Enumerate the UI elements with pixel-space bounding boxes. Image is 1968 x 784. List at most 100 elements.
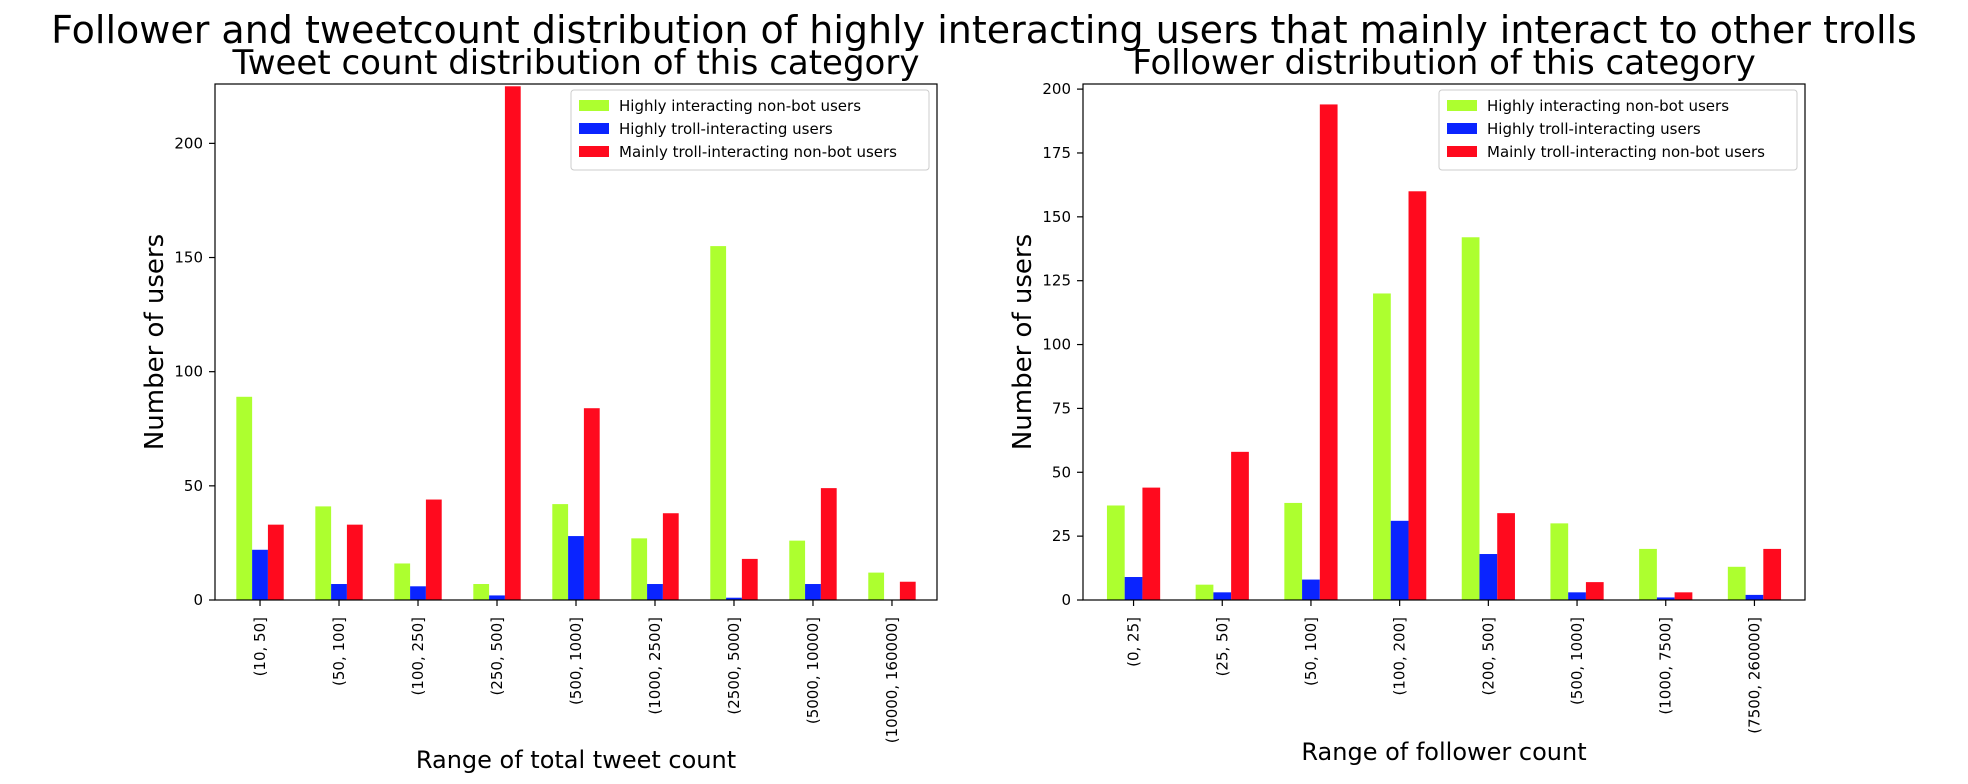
bar-series1-5 bbox=[1461, 237, 1480, 600]
legend-label-1: Highly interacting non-bot users bbox=[1487, 97, 1729, 115]
y-tick-label: 100 bbox=[174, 363, 203, 381]
x-tick-label: (500, 1000] bbox=[1568, 617, 1586, 705]
bar-series1-3 bbox=[394, 563, 411, 600]
bar-series1-1 bbox=[236, 396, 253, 600]
x-tick-label: (0, 25] bbox=[1125, 617, 1143, 667]
x-tick-label: (7500, 260000] bbox=[1745, 617, 1763, 734]
bar-series2-3 bbox=[1302, 579, 1320, 600]
x-axis-label: Range of follower count bbox=[1301, 738, 1586, 766]
legend-swatch-3 bbox=[1447, 146, 1477, 157]
bar-series3-6 bbox=[1585, 582, 1604, 600]
bar-series1-8 bbox=[1727, 566, 1746, 600]
figure-suptitle: Follower and tweetcount distribution of … bbox=[51, 8, 1917, 52]
bar-series3-7 bbox=[741, 558, 758, 600]
bar-series1-8 bbox=[789, 540, 806, 600]
legend-label-3: Mainly troll-interacting non-bot users bbox=[1487, 143, 1765, 161]
x-tick-label: (10000, 160000] bbox=[883, 617, 901, 743]
bar-series2-3 bbox=[410, 586, 426, 600]
bar-series2-5 bbox=[568, 536, 584, 600]
legend: Highly interacting non-bot users Highly t… bbox=[570, 89, 930, 171]
bar-series3-4 bbox=[504, 86, 521, 600]
legend-swatch-1 bbox=[579, 100, 609, 111]
y-tick-label: 150 bbox=[174, 249, 203, 267]
chart-panel-1: Tweet count distribution of this categor… bbox=[140, 43, 938, 774]
chart-panel-2: Follower distribution of this category 0 2… bbox=[1008, 43, 1806, 766]
legend-label-2: Highly troll-interacting users bbox=[1487, 120, 1701, 138]
bar-series2-4 bbox=[489, 595, 505, 600]
bar-series3-5 bbox=[1497, 513, 1515, 600]
bar-series1-4 bbox=[473, 584, 490, 600]
x-tick-label: (200, 500] bbox=[1479, 617, 1497, 696]
bar-series2-4 bbox=[1390, 520, 1409, 600]
bar-series2-7 bbox=[1656, 597, 1675, 600]
bar-series3-1 bbox=[267, 524, 284, 600]
x-tick-label: (250, 500] bbox=[488, 617, 506, 696]
bar-series1-2 bbox=[1195, 584, 1214, 600]
bar-series2-5 bbox=[1479, 554, 1498, 600]
legend-label-3: Mainly troll-interacting non-bot users bbox=[619, 143, 897, 161]
bar-series3-8 bbox=[1763, 548, 1782, 600]
y-tick-label: 175 bbox=[1042, 144, 1071, 162]
bar-series2-6 bbox=[647, 584, 663, 600]
x-tick-label: (5000, 10000] bbox=[804, 617, 822, 724]
bar-series3-1 bbox=[1142, 487, 1161, 600]
legend-label-2: Highly troll-interacting users bbox=[619, 120, 833, 138]
y-tick-label: 200 bbox=[174, 134, 203, 152]
bar-series1-5 bbox=[552, 504, 569, 600]
bar-series2-2 bbox=[1213, 592, 1232, 600]
y-tick-label: 0 bbox=[1061, 591, 1071, 609]
bar-series3-3 bbox=[425, 499, 442, 600]
y-tick-label: 150 bbox=[1042, 208, 1071, 226]
x-tick-label: (100, 250] bbox=[409, 617, 427, 696]
bar-series2-1 bbox=[1124, 577, 1143, 600]
bar-series1-6 bbox=[1550, 523, 1569, 600]
x-tick-label: (100, 200] bbox=[1391, 617, 1409, 696]
bar-series2-8 bbox=[1745, 594, 1764, 600]
bar-series1-4 bbox=[1373, 293, 1391, 600]
bar-series1-3 bbox=[1284, 502, 1303, 600]
x-axis-label: Range of total tweet count bbox=[416, 746, 736, 774]
x-tick-label: (10, 50] bbox=[251, 617, 269, 676]
legend-swatch-2 bbox=[1447, 123, 1477, 134]
bar-series2-8 bbox=[805, 584, 821, 600]
chart-title: Follower distribution of this category bbox=[1132, 43, 1756, 83]
y-axis-label: Number of users bbox=[1008, 234, 1038, 450]
plot-frame bbox=[1082, 83, 1806, 601]
y-tick-label: 200 bbox=[1042, 80, 1071, 98]
legend: Highly interacting non-bot users Highly t… bbox=[1438, 89, 1798, 171]
bar-series3-5 bbox=[583, 408, 600, 600]
chart-title: Tweet count distribution of this categor… bbox=[232, 43, 920, 83]
bar-series3-3 bbox=[1319, 104, 1338, 601]
legend-swatch-3 bbox=[579, 146, 609, 157]
y-tick-label: 75 bbox=[1052, 399, 1071, 417]
x-tick-label: (1000, 7500] bbox=[1657, 617, 1675, 715]
bar-series2-6 bbox=[1568, 592, 1586, 600]
bar-series3-4 bbox=[1408, 191, 1427, 601]
y-tick-label: 0 bbox=[193, 591, 203, 609]
bar-series2-1 bbox=[252, 549, 268, 600]
bar-series3-7 bbox=[1674, 592, 1693, 600]
bar-series3-8 bbox=[820, 488, 837, 600]
y-tick-label: 100 bbox=[1042, 336, 1071, 354]
y-tick-label: 50 bbox=[184, 477, 203, 495]
x-tick-label: (25, 50] bbox=[1213, 617, 1231, 676]
bar-series1-1 bbox=[1106, 505, 1125, 600]
x-tick-label: (50, 100] bbox=[330, 617, 348, 686]
y-tick-label: 50 bbox=[1052, 463, 1071, 481]
bar-series2-7 bbox=[726, 597, 742, 600]
bar-series3-2 bbox=[346, 524, 363, 600]
x-tick-label: (1000, 2500] bbox=[646, 617, 664, 715]
legend-box bbox=[1438, 89, 1798, 171]
bar-series2-2 bbox=[331, 584, 347, 600]
legend-swatch-1 bbox=[1447, 100, 1477, 111]
bar-series1-9 bbox=[868, 572, 885, 600]
y-tick-label: 125 bbox=[1042, 272, 1071, 290]
bar-series3-6 bbox=[662, 513, 679, 600]
x-tick-label: (2500, 5000] bbox=[725, 617, 743, 715]
legend-box bbox=[570, 89, 930, 171]
x-tick-label: (50, 100] bbox=[1302, 617, 1320, 686]
bar-series1-7 bbox=[1639, 548, 1657, 600]
y-tick-label: 25 bbox=[1052, 527, 1071, 545]
bar-series1-7 bbox=[710, 246, 727, 600]
